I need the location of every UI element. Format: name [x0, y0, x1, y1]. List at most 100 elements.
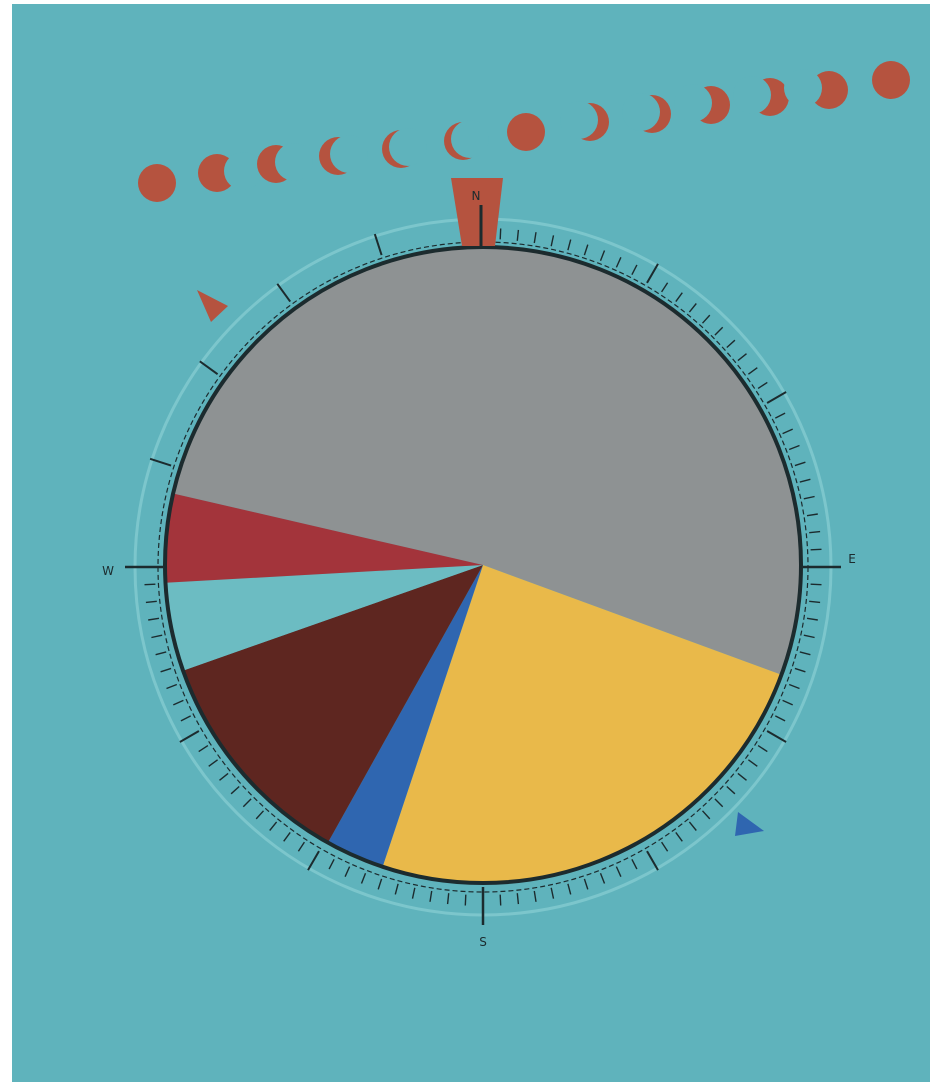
compass-tick	[646, 263, 659, 284]
compass-tick	[803, 634, 815, 639]
compass-tick	[148, 617, 160, 621]
moon-phase-crescent	[319, 135, 368, 175]
pie-slice-blue	[327, 565, 483, 867]
compass-tick	[599, 872, 606, 884]
compass-tick	[688, 821, 697, 831]
compass-tick	[567, 883, 572, 895]
compass-tick	[631, 858, 638, 870]
compass-tick	[701, 314, 711, 324]
compass-tick	[242, 798, 252, 808]
moon-phase-thin-crescent	[382, 128, 427, 168]
compass-tick	[149, 457, 172, 467]
compass-tick	[344, 866, 351, 877]
compass-tick	[160, 667, 172, 673]
compass-tick	[810, 583, 822, 586]
north-marker-shape	[451, 178, 503, 246]
pie-chart	[163, 245, 803, 885]
compass-tick	[714, 326, 724, 336]
compass-tick	[219, 772, 229, 781]
compass-tick	[297, 841, 305, 852]
compass-tick	[631, 264, 638, 276]
compass-tick	[180, 715, 192, 722]
compass-tick	[794, 461, 806, 467]
compass-label-west: W	[102, 564, 114, 578]
compass-tick	[737, 353, 747, 362]
pie-outline	[163, 245, 803, 885]
compass-tick	[533, 890, 537, 902]
moon-phase-crescent	[560, 101, 609, 141]
compass-tick	[757, 745, 768, 753]
compass-tick	[726, 339, 736, 349]
compass-tick	[701, 810, 711, 820]
compass-tick	[550, 235, 555, 247]
pie-slice-red	[165, 493, 483, 583]
compass-tick	[599, 250, 606, 262]
compass-tick	[429, 890, 433, 902]
moon-phase-full	[138, 164, 176, 202]
compass-tick	[208, 759, 219, 767]
moon-phase-crescent	[622, 93, 671, 133]
compass-tick	[810, 548, 822, 551]
compass-tick	[499, 894, 502, 906]
compass-tick	[411, 887, 416, 899]
compass-tick	[794, 667, 806, 673]
compass-tick	[199, 360, 219, 376]
compass-label-south: S	[479, 935, 487, 949]
moon-phase-row	[138, 61, 910, 202]
compass-tick	[806, 513, 818, 517]
compass-label-east: E	[848, 552, 856, 566]
compass-tick	[533, 232, 537, 244]
compass-tick	[788, 444, 800, 451]
compass-tick	[806, 617, 818, 621]
compass-tick	[788, 683, 800, 690]
moon-phase-full	[872, 61, 910, 99]
compass-tick	[661, 282, 669, 293]
moon-phase-half	[733, 76, 789, 116]
compass-tick	[328, 858, 335, 870]
compass-tick	[394, 883, 399, 895]
compass-tick	[757, 381, 768, 389]
compass-tick	[809, 600, 821, 604]
compass-tick	[583, 244, 589, 256]
compass-tick	[151, 634, 163, 639]
moon-phase-half	[257, 143, 313, 183]
compass-tick	[516, 893, 520, 905]
pie-slice-gray	[173, 246, 802, 675]
compass-tick	[661, 841, 669, 852]
compass-tick	[166, 683, 178, 690]
moon-phase-half	[674, 84, 730, 124]
compass-tick	[675, 831, 683, 842]
compass-tick	[144, 583, 156, 586]
pie-slice-dark-brown	[183, 565, 483, 843]
compass-tick	[179, 730, 200, 743]
compass-tick	[615, 866, 622, 877]
compass-tick	[782, 699, 793, 706]
compass-tick	[747, 759, 758, 767]
compass-tick	[230, 785, 240, 795]
compass-tick	[774, 715, 786, 722]
compass-tick	[766, 391, 787, 404]
compass-tick	[155, 651, 167, 656]
compass-tick	[516, 229, 520, 241]
compass-tick	[377, 878, 383, 890]
compass-tick	[276, 283, 292, 303]
moon-phase-thin-crescent	[444, 120, 489, 160]
north-marker	[451, 178, 503, 246]
compass-tick	[809, 530, 821, 534]
compass-tick	[307, 850, 320, 871]
compass-tick	[726, 785, 736, 795]
northwest-triangle-marker	[197, 290, 228, 322]
compass-tick	[803, 495, 815, 500]
moon-phase-full	[507, 113, 545, 151]
compass-tick	[567, 239, 572, 251]
compass-tick	[173, 699, 184, 706]
compass-tick	[782, 428, 793, 435]
compass-tick	[615, 257, 622, 268]
compass-tick	[269, 821, 278, 831]
moon-phase-gibbous	[198, 152, 262, 192]
compass-tick	[766, 730, 787, 743]
compass-tick	[799, 478, 811, 483]
compass-tick	[799, 651, 811, 656]
compass-label-north: N	[472, 189, 481, 203]
